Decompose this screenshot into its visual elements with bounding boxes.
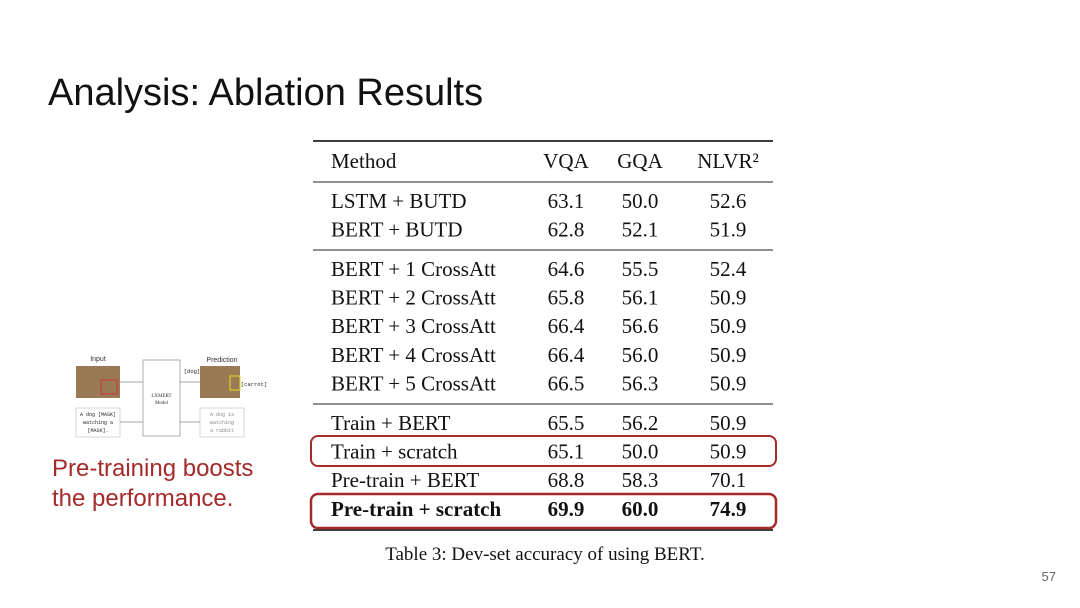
column-header: Method	[331, 149, 397, 173]
input-text: A dog [MASK]	[80, 412, 116, 418]
diagram-label: Prediction	[206, 357, 237, 364]
table-cell: BERT + 5 CrossAtt	[331, 371, 496, 395]
table-cell: 74.9	[710, 497, 747, 521]
model-label: Model	[155, 401, 169, 406]
table-cell: LSTM + BUTD	[331, 189, 467, 213]
output-text: watching	[210, 420, 234, 426]
input-text: [MASK].	[87, 428, 108, 434]
table-cell: Train + BERT	[331, 411, 451, 435]
table-caption: Table 3: Dev-set accuracy of using BERT.	[385, 544, 705, 565]
prediction: [carrot]	[241, 381, 267, 388]
table-cell: 55.5	[622, 257, 659, 281]
table-cell: 58.3	[622, 468, 659, 492]
prediction: [dog]	[184, 368, 201, 375]
table-cell: 66.5	[548, 371, 585, 395]
table-cell: 50.0	[622, 440, 659, 464]
page-number: 57	[1042, 569, 1056, 584]
diagram-label: Input	[90, 356, 106, 363]
table-cell: BERT + 1 CrossAtt	[331, 257, 496, 281]
table-cell: 52.6	[710, 189, 747, 213]
table-cell: Pre-train + scratch	[331, 497, 502, 521]
table-cell: 65.1	[548, 440, 585, 464]
table-cell: 50.9	[710, 371, 747, 395]
table-cell: 65.5	[548, 411, 585, 435]
column-header: VQA	[543, 149, 589, 173]
highlight-box	[309, 492, 778, 530]
table-cell: 50.0	[622, 189, 659, 213]
table-cell: 56.3	[622, 371, 659, 395]
table-cell: 66.4	[548, 314, 585, 338]
table-cell: Train + scratch	[331, 440, 458, 464]
table-cell: 50.9	[710, 411, 747, 435]
table-cell: 66.4	[548, 343, 585, 367]
table-cell: 56.1	[622, 286, 659, 310]
table-cell: 50.9	[710, 314, 747, 338]
output-text: A dog is	[210, 412, 234, 418]
prediction-box	[229, 375, 241, 391]
column-header: NLVR²	[697, 149, 759, 173]
table: Method VQA GQA NLVR² LSTM + BUTD 63.1 50.0 52.6…	[309, 140, 778, 565]
table-cell: 52.1	[622, 218, 659, 242]
table-cell: 70.1	[710, 468, 747, 492]
table-cell: 63.1	[548, 189, 585, 213]
model-box	[142, 359, 181, 437]
table-cell: BERT + 3 CrossAtt	[331, 314, 496, 338]
highlight-box	[310, 435, 777, 467]
table-cell: 69.9	[548, 497, 585, 521]
note-line: the performance.	[52, 485, 233, 512]
input-box	[100, 379, 118, 395]
table-cell: 64.6	[548, 257, 585, 281]
input-text: watching a	[83, 420, 113, 426]
table-cell: 51.9	[710, 218, 747, 242]
table-cell: 68.8	[548, 468, 585, 492]
table-cell: 50.9	[710, 343, 747, 367]
column-header: GQA	[617, 149, 663, 173]
table-cell: BERT + BUTD	[331, 218, 463, 242]
table-cell: 56.0	[622, 343, 659, 367]
prediction-image	[200, 366, 240, 398]
input-image	[76, 366, 120, 398]
note-line: Pre-training boosts	[52, 455, 253, 482]
table-cell: Pre-train + BERT	[331, 468, 479, 492]
table-cell: 65.8	[548, 286, 585, 310]
table-cell: 52.4	[710, 257, 747, 281]
output-text: a rabbit	[210, 428, 234, 434]
table-cell: BERT + 2 CrossAtt	[331, 286, 496, 310]
input-text-box	[75, 407, 121, 438]
table-cell: 50.9	[710, 440, 747, 464]
diagram: Input Prediction LXMERT Model A dog [MASK] wa…	[75, 356, 267, 438]
table-cell: 56.6	[622, 314, 659, 338]
table-cell: 62.8	[548, 218, 585, 242]
model-label: LXMERT	[151, 394, 171, 399]
output-text-box	[199, 407, 245, 438]
slide-title: Analysis: Ablation Results	[48, 72, 483, 114]
table-cell: 60.0	[622, 497, 659, 521]
table-cell: 56.2	[622, 411, 659, 435]
table-cell: BERT + 4 CrossAtt	[331, 343, 496, 367]
table-cell: 50.9	[710, 286, 747, 310]
